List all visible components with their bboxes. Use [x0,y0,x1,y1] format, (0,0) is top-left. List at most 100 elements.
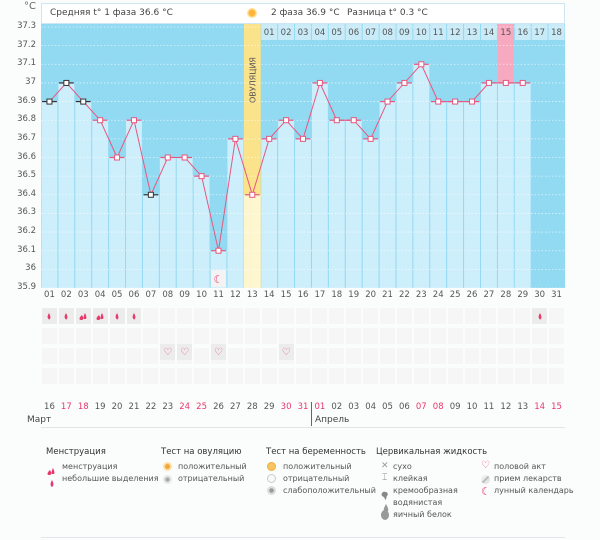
intercourse-heart-icon[interactable]: ♡ [160,344,176,360]
event-cell[interactable] [227,328,243,344]
event-cell[interactable] [447,368,463,384]
intercourse-heart-icon[interactable]: ♡ [211,344,226,360]
event-cell[interactable] [498,308,514,324]
event-cell[interactable] [244,368,260,384]
menstruation-drop-icon[interactable] [92,308,108,324]
event-cell[interactable] [295,308,311,324]
event-cell[interactable] [194,348,210,364]
event-cell[interactable] [227,308,243,324]
event-cell[interactable] [261,328,277,344]
event-cell[interactable] [549,308,564,324]
event-cell[interactable] [109,368,125,384]
event-cell[interactable] [532,368,548,384]
event-cell[interactable] [143,328,159,344]
event-cell[interactable] [549,348,564,364]
event-cell[interactable] [143,348,159,364]
event-cell[interactable] [160,368,176,384]
event-cell[interactable] [244,308,260,324]
event-cell[interactable] [481,348,497,364]
event-cell[interactable] [312,328,328,344]
event-cell[interactable] [515,348,531,364]
event-cell[interactable] [211,368,226,384]
event-cell[interactable] [532,328,548,344]
event-cell[interactable] [177,328,193,344]
event-cell[interactable] [346,348,362,364]
event-cell[interactable] [227,368,243,384]
event-cell[interactable] [498,348,514,364]
event-cell[interactable] [329,348,345,364]
spotting-drop-icon[interactable] [126,308,142,324]
event-cell[interactable] [430,348,446,364]
event-cell[interactable] [261,368,277,384]
event-cell[interactable] [143,368,159,384]
event-cell[interactable] [549,328,564,344]
event-cell[interactable] [329,308,345,324]
event-cell[interactable] [413,308,429,324]
event-cell[interactable] [160,308,176,324]
event-cell[interactable] [244,348,260,364]
event-cell[interactable] [396,368,412,384]
event-cell[interactable] [464,308,480,324]
event-cell[interactable] [312,308,328,324]
event-cell[interactable] [363,348,379,364]
event-cell[interactable] [346,308,362,324]
event-cell[interactable] [126,328,142,344]
event-cell[interactable] [549,368,564,384]
event-cell[interactable] [227,348,243,364]
event-cell[interactable] [481,308,497,324]
event-cell[interactable] [329,368,345,384]
event-cell[interactable] [363,308,379,324]
event-cell[interactable] [75,368,91,384]
event-cell[interactable] [143,308,159,324]
event-cell[interactable] [447,308,463,324]
event-cell[interactable] [481,328,497,344]
event-cell[interactable] [413,328,429,344]
event-cell[interactable] [447,328,463,344]
event-cell[interactable] [312,368,328,384]
event-cell[interactable] [92,348,108,364]
event-cell[interactable] [211,328,226,344]
event-cell[interactable] [126,368,142,384]
spotting-drop-icon[interactable] [532,308,548,324]
event-cell[interactable] [430,308,446,324]
event-cell[interactable] [58,328,74,344]
spotting-drop-icon[interactable] [42,308,57,324]
event-cell[interactable] [160,328,176,344]
intercourse-heart-icon[interactable]: ♡ [278,344,294,360]
event-cell[interactable] [58,348,74,364]
event-cell[interactable] [447,348,463,364]
event-cell[interactable] [211,308,226,324]
event-cell[interactable] [278,368,294,384]
event-cell[interactable] [380,308,395,324]
event-cell[interactable] [109,348,125,364]
event-cell[interactable] [42,368,57,384]
event-cell[interactable] [515,368,531,384]
intercourse-heart-icon[interactable]: ♡ [177,344,193,360]
event-cell[interactable] [515,328,531,344]
event-cell[interactable] [177,368,193,384]
event-cell[interactable] [464,328,480,344]
event-cell[interactable] [380,348,395,364]
event-cell[interactable] [380,328,395,344]
event-cell[interactable] [295,328,311,344]
event-cell[interactable] [194,368,210,384]
event-cell[interactable] [261,308,277,324]
event-cell[interactable] [515,308,531,324]
event-cell[interactable] [363,328,379,344]
event-cell[interactable] [413,368,429,384]
event-cell[interactable] [194,328,210,344]
event-cell[interactable] [295,368,311,384]
event-cell[interactable] [177,308,193,324]
event-cell[interactable] [194,308,210,324]
event-cell[interactable] [312,348,328,364]
event-cell[interactable] [498,368,514,384]
event-cell[interactable] [396,328,412,344]
spotting-drop-icon[interactable] [58,308,74,324]
event-cell[interactable] [464,348,480,364]
event-cell[interactable] [498,328,514,344]
event-cell[interactable] [396,308,412,324]
event-cell[interactable] [346,368,362,384]
event-cell[interactable] [464,368,480,384]
event-cell[interactable] [363,368,379,384]
event-cell[interactable] [244,328,260,344]
